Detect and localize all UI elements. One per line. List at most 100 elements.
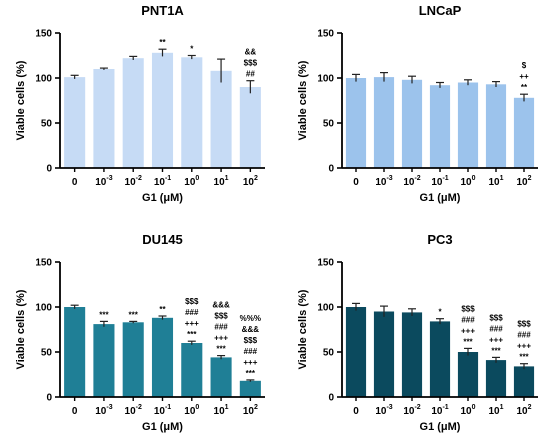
bar	[151, 317, 174, 397]
bar	[64, 77, 86, 168]
x-axis-label: G1 (μM)	[420, 421, 461, 433]
significance-label: ###	[185, 308, 199, 317]
bar	[181, 343, 203, 397]
bar	[429, 321, 451, 397]
x-tick-label: 100	[184, 175, 199, 188]
y-tick-label: 100	[35, 303, 52, 314]
x-tick-label: 10-1	[154, 404, 171, 417]
significance-label: +++	[461, 326, 475, 335]
x-tick-label: 101	[488, 404, 503, 417]
chart-title: DU145	[142, 232, 182, 247]
chart-title: PNT1A	[141, 3, 184, 18]
significance-label: &&	[245, 48, 257, 57]
x-tick-label: 100	[184, 404, 199, 417]
y-tick-label: 0	[328, 393, 334, 404]
significance-label: +++	[517, 342, 531, 351]
bar	[345, 307, 367, 397]
significance-label: +++	[214, 334, 228, 343]
significance-label: *	[438, 308, 442, 317]
bar	[210, 70, 232, 168]
x-tick-label: 102	[516, 175, 531, 188]
bar	[457, 82, 479, 168]
y-tick-label: 100	[317, 74, 334, 85]
significance-label: ***	[129, 310, 139, 319]
significance-label: **	[521, 83, 528, 92]
x-tick-label: 101	[488, 175, 503, 188]
x-axis-label: G1 (μM)	[142, 421, 183, 433]
y-tick-label: 0	[328, 164, 334, 175]
significance-label: ***	[463, 337, 473, 346]
bar	[485, 360, 507, 397]
x-tick-label: 102	[243, 404, 258, 417]
significance-label: $$$	[517, 320, 531, 329]
y-tick-label: 150	[35, 258, 52, 269]
x-tick-label: 10-2	[125, 175, 142, 188]
bar	[122, 58, 144, 169]
significance-label: +++	[185, 319, 199, 328]
y-tick-label: 100	[317, 303, 334, 314]
x-tick-label: 10-3	[95, 175, 112, 188]
y-tick-label: 0	[46, 393, 52, 404]
significance-label: ***	[187, 330, 197, 339]
x-tick-label: 0	[72, 177, 78, 188]
bar	[151, 52, 174, 168]
significance-label: $	[522, 61, 527, 70]
significance-label: &&&	[242, 325, 260, 334]
bar	[181, 57, 203, 168]
x-tick-label: 10-3	[375, 175, 392, 188]
significance-label: $$$	[489, 313, 503, 322]
bar	[239, 87, 261, 168]
y-axis-label: Viable cells (%)	[15, 60, 27, 140]
significance-label: ++	[519, 72, 529, 81]
chart-panel-du145: DU145 Viable cells (%) 0 50 100 150 0 *** 10-3 **…	[15, 232, 265, 433]
significance-label: ###	[489, 324, 503, 333]
x-tick-label: 100	[460, 175, 475, 188]
bar	[401, 79, 423, 168]
bar	[64, 307, 86, 397]
bar	[122, 322, 144, 397]
bar	[401, 312, 423, 397]
y-tick-label: 150	[317, 258, 334, 269]
x-tick-label: 10-3	[95, 404, 112, 417]
bar	[513, 366, 535, 397]
chart-title: LNCaP	[419, 3, 462, 18]
significance-label: ***	[99, 310, 109, 319]
y-tick-label: 50	[41, 348, 53, 359]
bar	[373, 311, 395, 397]
bar	[485, 84, 507, 168]
y-tick-label: 100	[35, 74, 52, 85]
significance-label: $$$	[244, 59, 258, 68]
x-tick-label: 0	[353, 177, 359, 188]
bar	[373, 77, 395, 168]
x-tick-label: 10-2	[403, 175, 420, 188]
significance-label: **	[159, 305, 166, 314]
significance-label: +++	[243, 358, 257, 367]
significance-label: ###	[244, 347, 258, 356]
significance-label: $$$	[244, 336, 258, 345]
significance-label: ###	[517, 331, 531, 340]
significance-label: +++	[489, 335, 503, 344]
bar	[239, 380, 261, 397]
chart-title: PC3	[427, 232, 452, 247]
x-tick-label: 102	[516, 404, 531, 417]
significance-label: $$$	[185, 297, 199, 306]
y-tick-label: 150	[35, 29, 52, 40]
bar	[429, 85, 451, 168]
x-tick-label: 10-1	[431, 175, 448, 188]
bar	[93, 69, 115, 168]
x-tick-label: 10-1	[431, 404, 448, 417]
significance-label: ###	[461, 315, 475, 324]
significance-label: *	[190, 45, 194, 54]
chart-panel-pnt1a: PNT1A Viable cells (%) 0 50 100 150 0 10-3 10-2 *…	[15, 3, 265, 204]
x-tick-label: 10-3	[375, 404, 392, 417]
y-tick-label: 50	[323, 119, 335, 130]
y-axis-label: Viable cells (%)	[297, 60, 309, 140]
chart-panel-lncap: LNCaP Viable cells (%) 0 50 100 150 0 10-3 10-2 1…	[297, 3, 538, 204]
bar	[210, 357, 232, 397]
y-tick-label: 50	[323, 348, 335, 359]
x-tick-label: 10-1	[154, 175, 171, 188]
significance-label: %%%	[240, 314, 261, 323]
x-tick-label: 100	[460, 404, 475, 417]
